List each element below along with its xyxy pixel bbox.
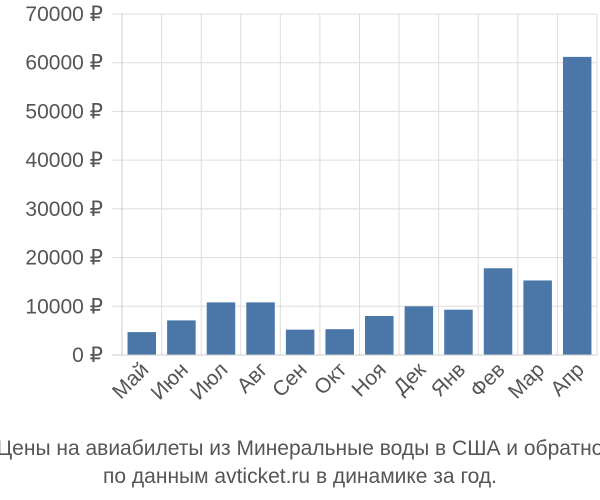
x-tick-label: Ноя (348, 358, 391, 401)
y-tick-label: 60000 ₽ (25, 52, 103, 75)
y-tick-label: 10000 ₽ (25, 295, 103, 318)
bar (365, 316, 394, 355)
x-tick-label: Апр (546, 358, 588, 400)
bar (167, 320, 196, 355)
bar (285, 329, 315, 355)
x-tick-label: Фев (466, 358, 510, 402)
bar (444, 309, 473, 355)
y-tick-label: 40000 ₽ (25, 149, 103, 172)
y-tick-label: 20000 ₽ (25, 247, 103, 270)
x-tick-label: Июл (186, 358, 232, 404)
x-tick-label: Авг (233, 358, 273, 398)
caption-line-1: Цены на авиабилеты из Минеральные воды в… (0, 437, 600, 460)
bar (206, 302, 236, 355)
y-tick-label: 0 ₽ (72, 344, 103, 367)
x-tick-label: Окт (310, 358, 352, 400)
x-tick-label: Мар (504, 358, 549, 403)
x-tick-label: Сен (268, 358, 311, 401)
bars (127, 56, 592, 356)
caption-line-2: по данным avticket.ru в динамике за год. (103, 465, 497, 488)
bar (246, 302, 275, 355)
y-tick-label: 30000 ₽ (25, 198, 103, 221)
x-tick-label: Дек (389, 358, 431, 400)
x-tick-label: Июн (147, 358, 193, 404)
bar (325, 329, 354, 355)
y-axis: 0 ₽ 10000 ₽ 20000 ₽ 30000 ₽ 40000 ₽ 50000 ₽ 60… (25, 3, 123, 367)
grid-lines (112, 13, 598, 356)
bar (404, 306, 434, 355)
bar (562, 56, 592, 356)
x-tick-label: Янв (427, 358, 470, 401)
bar (523, 280, 552, 355)
bar (483, 268, 513, 355)
x-tick-label: Май (108, 358, 153, 403)
bar (127, 332, 157, 355)
y-tick-label: 50000 ₽ (25, 100, 103, 123)
y-tick-label: 70000 ₽ (25, 3, 103, 26)
